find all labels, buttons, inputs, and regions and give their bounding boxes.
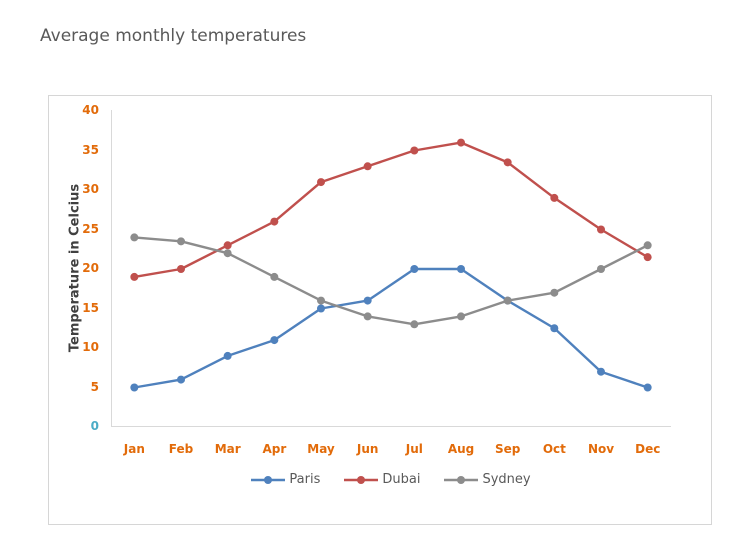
series-line-sydney xyxy=(133,236,649,326)
y-tick-label: 0 xyxy=(90,419,99,433)
data-point-marker xyxy=(550,324,559,333)
y-tick-label: 20 xyxy=(82,261,99,275)
x-tick-label: Apr xyxy=(262,442,287,456)
data-point-marker xyxy=(503,158,512,167)
plot-area xyxy=(111,110,671,427)
data-point-marker xyxy=(410,265,419,273)
data-point-marker xyxy=(597,367,605,376)
data-point-marker xyxy=(363,312,372,321)
y-tick-label: 15 xyxy=(82,300,99,315)
y-tick-label: 40 xyxy=(82,103,99,117)
y-tick-label: 10 xyxy=(82,340,99,354)
data-point-marker xyxy=(270,272,279,281)
data-point-marker xyxy=(177,237,185,246)
data-point-marker xyxy=(223,351,232,360)
legend-label: Paris xyxy=(289,472,321,487)
y-tick-label: 25 xyxy=(82,221,99,236)
data-point-marker xyxy=(130,233,139,242)
x-axis-tick-labels: Jan Feb Mar Apr May Jun Jul Aug Sep Oct Nov Dec xyxy=(111,442,671,456)
data-point-marker xyxy=(177,375,185,384)
legend: Paris Dubai Sydney xyxy=(111,472,671,487)
x-tick-label: Sep xyxy=(495,442,521,456)
x-tick-label: Dec xyxy=(635,442,661,456)
data-point-marker xyxy=(597,265,605,273)
chart-title: Average monthly temperatures xyxy=(40,26,307,46)
data-point-marker xyxy=(597,225,605,234)
data-point-marker xyxy=(410,320,419,329)
data-point-marker xyxy=(363,296,372,305)
legend-label: Sydney xyxy=(482,472,531,487)
data-point-marker xyxy=(223,249,232,258)
data-point-marker xyxy=(270,336,279,345)
x-tick-label: Jul xyxy=(405,442,423,456)
data-point-marker xyxy=(457,138,465,147)
x-tick-label: Jun xyxy=(356,442,379,456)
data-point-marker xyxy=(270,217,279,226)
data-point-marker xyxy=(457,265,465,273)
legend-item-sydney[interactable]: Sydney xyxy=(444,472,531,487)
y-tick-label: 30 xyxy=(82,182,99,196)
data-point-marker xyxy=(177,265,185,273)
series-line-paris xyxy=(133,267,649,389)
chart-container: Temperature in Celcius 0 5 10 15 20 25 30 35 40 … xyxy=(48,95,712,525)
x-tick-label: Mar xyxy=(214,442,241,456)
data-point-marker xyxy=(550,288,559,297)
legend-marker-icon xyxy=(344,475,379,484)
legend-item-dubai[interactable]: Dubai xyxy=(344,472,420,487)
series-line-dubai xyxy=(133,141,649,279)
data-point-marker xyxy=(130,272,139,281)
data-point-marker xyxy=(317,178,325,187)
x-tick-label: Nov xyxy=(588,442,615,456)
data-point-marker xyxy=(643,253,652,262)
data-point-marker xyxy=(363,162,372,171)
y-tick-label: 35 xyxy=(82,142,99,157)
y-axis-tick-labels: 0 5 10 15 20 25 30 35 40 xyxy=(49,96,105,524)
legend-label: Dubai xyxy=(382,472,421,487)
legend-marker-icon xyxy=(251,475,286,484)
data-point-marker xyxy=(410,146,419,155)
data-point-marker xyxy=(457,312,465,321)
x-tick-label: Jan xyxy=(123,442,145,456)
data-point-marker xyxy=(503,296,512,305)
legend-item-paris[interactable]: Paris xyxy=(251,472,320,487)
y-tick-label: 5 xyxy=(90,379,99,394)
data-point-marker xyxy=(317,304,325,313)
legend-marker-icon xyxy=(444,475,479,484)
data-point-marker xyxy=(223,241,232,250)
x-tick-label: May xyxy=(307,442,335,456)
data-point-marker xyxy=(643,241,652,250)
data-point-marker xyxy=(643,383,652,392)
x-tick-label: Aug xyxy=(447,442,475,456)
data-point-marker xyxy=(317,296,325,305)
data-point-marker xyxy=(550,193,559,202)
x-tick-label: Oct xyxy=(542,442,566,456)
data-point-marker xyxy=(130,383,139,392)
x-tick-label: Feb xyxy=(168,442,194,456)
